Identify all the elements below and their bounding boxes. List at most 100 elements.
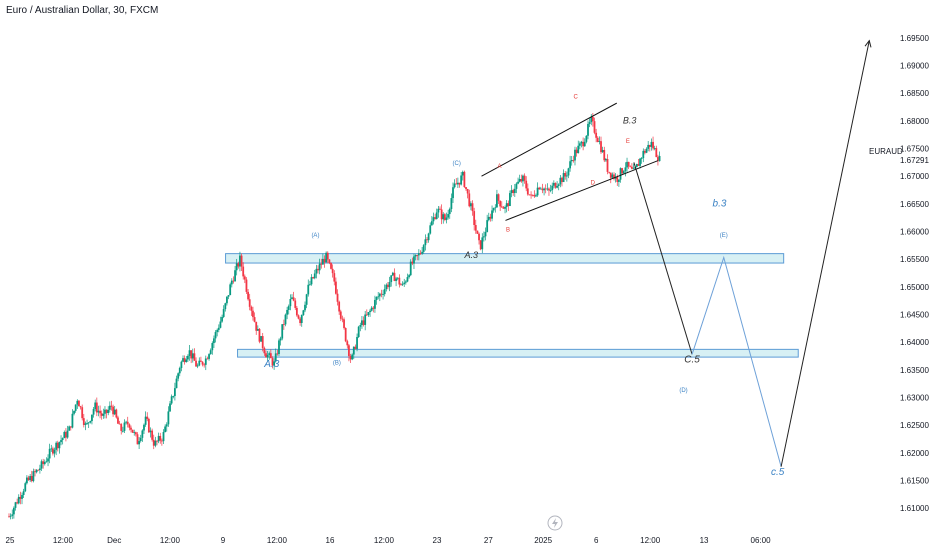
- candle-body: [156, 440, 158, 442]
- candle-body: [14, 502, 17, 508]
- candle-body: [507, 203, 510, 206]
- candle-body: [483, 236, 485, 238]
- candle-body: [404, 281, 407, 283]
- candle-body: [50, 448, 53, 450]
- wave-label: B: [506, 228, 510, 234]
- candle-body: [325, 252, 328, 263]
- candle-body: [269, 353, 272, 359]
- time-tick: 23: [433, 536, 442, 545]
- candle-body: [567, 168, 570, 176]
- candle-body: [512, 190, 515, 193]
- candle-body: [187, 355, 189, 360]
- candle-body: [626, 161, 628, 168]
- candle-body: [349, 356, 352, 360]
- candle-body: [164, 426, 167, 433]
- candle-body: [491, 210, 493, 219]
- candle-body: [574, 149, 576, 161]
- candle-body: [284, 314, 287, 325]
- candles-layer: [8, 112, 661, 520]
- candle-body: [42, 461, 45, 465]
- candle-body: [580, 141, 583, 144]
- candle-body: [141, 430, 144, 438]
- price-tick: 1.61000: [900, 504, 929, 513]
- candle-body: [478, 233, 480, 241]
- candle-body: [61, 438, 64, 441]
- time-tick: 12:00: [267, 536, 288, 545]
- candle-body: [575, 149, 578, 154]
- candle-body: [253, 317, 256, 322]
- candle-body: [300, 314, 303, 324]
- candle-body: [66, 430, 69, 438]
- candle-body: [12, 507, 15, 515]
- candle-body: [271, 358, 274, 366]
- candle-body: [595, 132, 598, 138]
- candle-body: [255, 321, 258, 331]
- candle-body: [461, 171, 464, 176]
- candle-body: [361, 320, 363, 326]
- candle-body: [167, 411, 170, 425]
- candle-body: [222, 309, 225, 317]
- candle-body: [183, 358, 186, 363]
- candle-body: [152, 439, 155, 446]
- candle-body: [377, 296, 380, 298]
- candle-body: [390, 275, 393, 283]
- candle-body: [364, 314, 367, 325]
- candle-body: [118, 423, 121, 425]
- lines-layer: [481, 39, 872, 467]
- candle-body: [126, 421, 129, 425]
- candle-body: [596, 137, 599, 142]
- candle-body: [621, 168, 624, 174]
- candle-body: [448, 208, 451, 215]
- candle-body: [328, 259, 331, 263]
- candle-body: [606, 159, 609, 172]
- candle-body: [234, 270, 236, 282]
- candle-body: [247, 291, 249, 300]
- candle-body: [624, 167, 627, 172]
- candle-body: [348, 345, 350, 357]
- candle-body: [99, 410, 101, 414]
- candle-body: [188, 350, 191, 356]
- wave-label: A.3: [463, 250, 478, 260]
- candle-body: [430, 221, 433, 226]
- candle-body: [193, 353, 196, 361]
- projection-corrective-line: [691, 255, 782, 467]
- candle-body: [65, 431, 67, 438]
- candle-body: [265, 353, 267, 358]
- candle-body: [632, 168, 635, 170]
- candle-body: [499, 200, 502, 207]
- candle-body: [261, 336, 264, 348]
- candle-body: [165, 424, 168, 427]
- candle-body: [401, 283, 404, 285]
- candle-body: [310, 277, 313, 285]
- candle-body: [502, 207, 505, 209]
- candle-body: [159, 435, 162, 441]
- candle-body: [554, 182, 557, 188]
- candle-body: [53, 449, 56, 454]
- candle-body: [572, 159, 575, 161]
- candle-body: [173, 388, 176, 396]
- candle-body: [387, 284, 389, 288]
- candle-body: [256, 328, 259, 331]
- candle-body: [34, 471, 36, 473]
- candle-body: [456, 182, 459, 185]
- price-tick: 1.66500: [900, 200, 929, 209]
- candle-body: [463, 171, 466, 188]
- candle-body: [333, 273, 336, 282]
- candle-body: [593, 121, 596, 133]
- candle-body: [79, 406, 82, 408]
- candle-body: [274, 353, 277, 362]
- candle-body: [130, 427, 132, 430]
- candle-body: [226, 296, 228, 304]
- candle-body: [190, 350, 193, 359]
- candle-body: [609, 172, 612, 178]
- candle-body: [138, 441, 141, 445]
- candle-body: [453, 183, 456, 188]
- candle-body: [375, 296, 378, 300]
- candle-body: [640, 158, 643, 159]
- candle-body: [419, 253, 422, 254]
- candle-body: [55, 442, 58, 450]
- time-tick: 27: [484, 536, 493, 545]
- candle-body: [432, 217, 435, 222]
- candle-body: [429, 225, 432, 234]
